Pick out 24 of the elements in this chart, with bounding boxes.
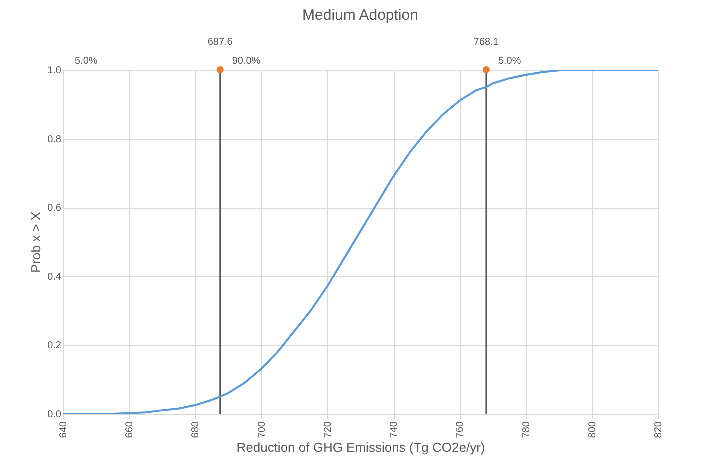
chart-title: Medium Adoption bbox=[302, 7, 418, 24]
x-tick-label: 800 bbox=[587, 421, 598, 438]
x-tick-label: 700 bbox=[256, 421, 268, 438]
y-tick-label: 0.8 bbox=[48, 134, 62, 146]
y-axis-title: Prob x > X bbox=[28, 212, 44, 274]
y-tick-label: 0.2 bbox=[48, 340, 62, 352]
x-tick-label: 740 bbox=[389, 421, 400, 438]
y-tick-label: 0.6 bbox=[48, 203, 62, 214]
text: 5.0% bbox=[498, 56, 522, 67]
text: 5.0% bbox=[75, 56, 98, 67]
x-axis-title: Reduction of GHG Emissions (Tg CO2e/yr) bbox=[236, 440, 486, 456]
y-tick-label: 0.0 bbox=[48, 410, 62, 420]
y-tick-label: 0.4 bbox=[48, 272, 62, 283]
text: 90.0% bbox=[232, 56, 261, 67]
x-tick-label: 760 bbox=[455, 421, 466, 438]
x-tick-label: 660 bbox=[124, 421, 136, 438]
x-tick-label: 640 bbox=[58, 421, 70, 438]
ref-line-label: 768.1 bbox=[474, 37, 500, 48]
x-tick-label: 720 bbox=[322, 421, 334, 438]
x-tick-label: 780 bbox=[521, 421, 532, 438]
x-tick-label: 820 bbox=[654, 421, 664, 438]
ref-line-label: 687.6 bbox=[208, 37, 234, 48]
x-tick-label: 680 bbox=[190, 421, 202, 438]
y-tick-label: 1.0 bbox=[48, 66, 62, 76]
